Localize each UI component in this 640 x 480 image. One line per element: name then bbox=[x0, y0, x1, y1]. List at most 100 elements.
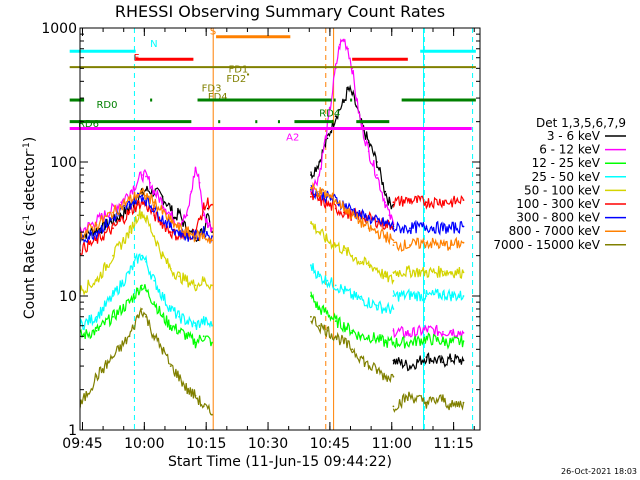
series-4-point-0-10 bbox=[178, 275, 180, 278]
series-1-point-1-5 bbox=[343, 38, 345, 41]
series-3-point-0-13 bbox=[202, 320, 205, 322]
series-7-point-0-1 bbox=[95, 223, 98, 226]
series-2-point-0-8 bbox=[161, 315, 164, 318]
annotation-label-fd4: FD4 bbox=[208, 92, 228, 103]
series-3-point-1-2 bbox=[326, 279, 329, 282]
annotation-label-rd4: RD4 bbox=[319, 108, 340, 119]
series-5-segment-2 bbox=[392, 194, 465, 210]
series-7-point-1-1 bbox=[318, 190, 321, 193]
series-2-point-2-3 bbox=[442, 340, 444, 343]
series-0-point-2-0 bbox=[392, 359, 395, 362]
series-8-point-0-5 bbox=[141, 308, 143, 310]
series-7-segment-2 bbox=[393, 236, 464, 252]
legend-label-8: 7000 - 15000 keV bbox=[493, 238, 600, 252]
series-8-point-1-9 bbox=[384, 375, 387, 378]
series-5-point-0-14 bbox=[206, 201, 209, 204]
series-8-point-2-2 bbox=[425, 401, 428, 404]
series-2-point-0-3 bbox=[128, 301, 131, 303]
legend-label-1: 6 - 12 keV bbox=[539, 143, 601, 157]
series-7-point-0-8 bbox=[161, 211, 164, 214]
series-0-point-1-0 bbox=[310, 174, 312, 176]
series-1-point-0-8 bbox=[161, 201, 164, 204]
series-2-segment-2 bbox=[392, 332, 465, 350]
series-4-segment-2 bbox=[392, 265, 465, 279]
annotation-label-a2: A2 bbox=[286, 132, 299, 143]
series-5-point-0-13 bbox=[202, 207, 205, 210]
series-3-point-1-5 bbox=[351, 295, 354, 297]
series-0-point-1-3 bbox=[334, 115, 337, 117]
series-3-point-0-3 bbox=[128, 271, 131, 274]
series-1-point-0-5 bbox=[145, 175, 147, 178]
series-4-point-2-4 bbox=[450, 271, 452, 273]
series-3-point-0-6 bbox=[145, 260, 147, 263]
series-8-point-2-3 bbox=[442, 398, 444, 400]
y-axis-label: Count Rate (s-1 detector-1) bbox=[22, 137, 38, 319]
series-8-point-1-6 bbox=[359, 356, 362, 358]
series-0-point-0-2 bbox=[120, 214, 123, 217]
series-4-point-2-5 bbox=[462, 271, 465, 274]
series-7-point-0-6 bbox=[145, 194, 147, 197]
series-3-point-0-4 bbox=[136, 257, 139, 260]
annotation-label-n: N bbox=[150, 39, 157, 50]
series-1-point-2-0 bbox=[392, 329, 395, 332]
series-2-point-2-1 bbox=[409, 341, 411, 344]
series-6-point-2-4 bbox=[450, 227, 452, 230]
series-4-point-1-7 bbox=[367, 264, 370, 266]
series-7-point-2-3 bbox=[442, 244, 444, 247]
series-0-point-1-9 bbox=[367, 141, 370, 144]
series-1 bbox=[80, 38, 465, 339]
series-2-point-2-4 bbox=[450, 341, 452, 344]
series-4-point-0-3 bbox=[128, 231, 131, 234]
legend-label-2: 12 - 25 keV bbox=[532, 156, 601, 170]
series-0-point-1-4 bbox=[343, 101, 345, 103]
series-2-point-2-0 bbox=[392, 341, 395, 344]
series-4-point-0-8 bbox=[161, 254, 164, 257]
series-3-point-0-12 bbox=[194, 324, 197, 327]
series-4-point-2-0 bbox=[392, 271, 395, 274]
series-5-point-1-2 bbox=[326, 203, 329, 206]
series-3-point-1-4 bbox=[343, 289, 345, 292]
series-6-point-2-0 bbox=[392, 227, 395, 230]
series-1-point-0-6 bbox=[149, 181, 152, 184]
annotation-label-s: S bbox=[210, 26, 216, 37]
series-7-point-1-2 bbox=[326, 194, 329, 197]
series-4-point-0-5 bbox=[141, 211, 143, 214]
series-5-point-0-1 bbox=[95, 239, 98, 242]
series-4-point-0-4 bbox=[136, 214, 139, 217]
series-6-point-0-13 bbox=[202, 231, 205, 234]
series-6-point-2-3 bbox=[442, 227, 444, 230]
series-7-point-0-7 bbox=[153, 201, 156, 204]
annotation-label-rd6: RD6 bbox=[78, 119, 99, 130]
series-5-point-1-3 bbox=[334, 207, 337, 210]
series-2-point-0-14 bbox=[211, 341, 213, 344]
series-4-point-1-6 bbox=[359, 260, 362, 263]
series-2-point-1-7 bbox=[367, 335, 370, 338]
series-5-point-0-4 bbox=[136, 203, 139, 206]
series-2-point-1-5 bbox=[351, 329, 354, 332]
series-5-point-0-3 bbox=[128, 211, 131, 214]
series-8-point-0-7 bbox=[153, 335, 156, 338]
x-tick-label-0: 09:45 bbox=[62, 436, 102, 452]
series-4 bbox=[80, 208, 465, 297]
series-1-point-2-4 bbox=[450, 329, 452, 332]
series-7-point-2-2 bbox=[425, 241, 428, 244]
y-tick-label-0: 1 bbox=[68, 423, 77, 439]
legend-label-4: 50 - 100 keV bbox=[524, 183, 601, 197]
series-0-point-1-5 bbox=[347, 88, 349, 90]
annotation-label-fd1: FD1 bbox=[228, 64, 248, 75]
series-1-point-0-7 bbox=[153, 190, 156, 193]
series-0-point-0-9 bbox=[173, 217, 176, 220]
series-5-point-2-1 bbox=[409, 199, 411, 202]
series-4-point-1-10 bbox=[392, 279, 395, 282]
y-axis-label-sup1: -1 bbox=[22, 215, 32, 224]
series-0-point-1-10 bbox=[376, 161, 378, 163]
series-5-point-1-0 bbox=[310, 195, 312, 198]
series-8-point-0-4 bbox=[136, 315, 139, 318]
series-4-point-1-4 bbox=[343, 249, 345, 252]
series-0-point-0-5 bbox=[145, 188, 147, 191]
series-7-point-2-4 bbox=[450, 244, 452, 247]
series-4-point-1-9 bbox=[384, 275, 387, 278]
legend-title: Det 1,3,5,6,7,9 bbox=[536, 116, 626, 130]
series-1-segment-0 bbox=[80, 166, 213, 234]
